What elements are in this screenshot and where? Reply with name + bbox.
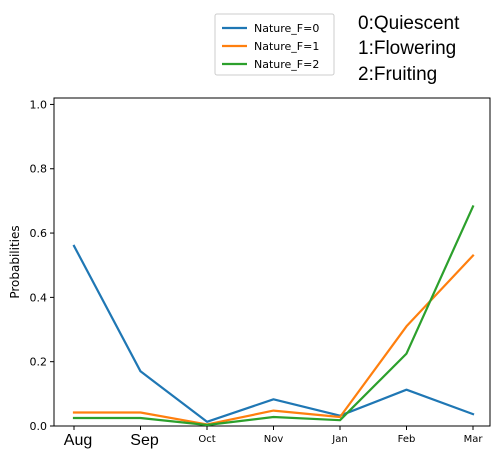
x-tick-label: Jan: [331, 434, 347, 445]
legend-label: Nature_F=0: [254, 22, 319, 35]
plot-area-border: [53, 97, 491, 427]
annotation-fruiting: 2:Fruiting: [358, 64, 437, 85]
y-tick-label: 0.4: [30, 291, 48, 304]
y-tick-label: 1.0: [30, 98, 48, 111]
legend: Nature_F=0 Nature_F=1 Nature_F=2: [214, 13, 335, 76]
x-tick-label: Oct: [198, 434, 215, 445]
annotation-flowering: 1:Flowering: [358, 38, 456, 59]
y-tick-label: 0.6: [30, 227, 48, 240]
series-line-1: [72, 254, 475, 426]
x-tick-label: Nov: [264, 434, 284, 445]
x-tick-label: Mar: [464, 434, 484, 445]
x-tick-label: Feb: [398, 434, 416, 445]
annotation-quiescent: 0:Quiescent: [358, 13, 460, 34]
axes-frame: [53, 97, 491, 427]
x-axis-ticks: Aug Sep Oct Nov Jan Feb Mar: [64, 426, 484, 449]
nature-code-annotations: 0:Quiescent 1:Flowering 2:Fruiting: [358, 13, 460, 85]
series-lines: [72, 204, 475, 427]
legend-label: Nature_F=2: [254, 58, 319, 71]
legend-box: [214, 13, 335, 76]
y-tick-label: 0.0: [30, 420, 48, 433]
series-line-0: [72, 244, 475, 423]
x-tick-label: Sep: [130, 432, 159, 449]
x-tick-label: Aug: [64, 432, 92, 449]
y-axis-label: Probabilities: [8, 225, 22, 298]
legend-label: Nature_F=1: [254, 40, 319, 53]
y-tick-label: 0.8: [30, 163, 48, 176]
y-axis-ticks: 0.0 0.2 0.4 0.6 0.8 1.0: [30, 98, 54, 433]
series-line-2: [72, 204, 475, 427]
y-tick-label: 0.2: [30, 356, 48, 369]
